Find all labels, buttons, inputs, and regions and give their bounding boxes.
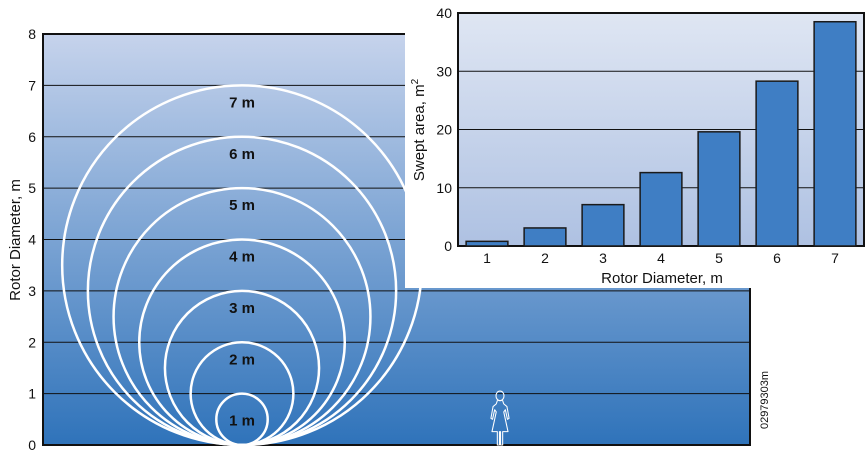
main-y-tick-label: 4: [28, 232, 36, 248]
inset-x-tick-label: 2: [541, 250, 549, 266]
inset-x-tick-label: 1: [483, 250, 491, 266]
bar-6: [755, 80, 799, 247]
bar-4: [639, 171, 683, 247]
inset-y-axis-label-superscript: 2: [410, 78, 421, 84]
inset-y-tick-label: 30: [436, 63, 452, 79]
rotor-circle-labels: 1 m 2 m 3 m 4 m 5 m 6 m 7 m: [229, 94, 255, 429]
main-y-tick-label: 6: [28, 129, 36, 145]
inset-bar-chart: 0 10 20 30 40 1 2 3 4 5 6 7 Rotor Diameter, m Swep…: [405, 5, 867, 288]
inset-x-tick-label: 5: [715, 250, 723, 266]
rotor-circle-label: 4 m: [229, 249, 255, 266]
main-y-tick-label: 0: [28, 437, 36, 450]
bar-2: [523, 227, 567, 247]
rotor-circle-label: 5 m: [229, 197, 255, 214]
inset-x-tick-labels: 1 2 3 4 5 6 7: [483, 250, 839, 266]
bar-7: [813, 20, 857, 247]
bar-5: [697, 131, 741, 247]
inset-y-tick-label: 20: [436, 122, 452, 138]
rotor-circle-label: 7 m: [229, 94, 255, 111]
inset-y-tick-label: 0: [444, 238, 452, 254]
main-y-tick-label: 5: [28, 180, 36, 196]
rotor-circle-label: 3 m: [229, 300, 255, 317]
inset-x-tick-label: 6: [773, 250, 781, 266]
inset-y-axis-label: Swept area, m2: [410, 78, 428, 181]
inset-x-tick-label: 7: [831, 250, 839, 266]
inset-x-tick-label: 4: [657, 250, 665, 266]
rotor-circle-label: 6 m: [229, 146, 255, 163]
main-y-tick-label: 7: [28, 77, 36, 93]
inset-y-axis-label-main: Swept area, m: [411, 84, 428, 181]
main-y-tick-label: 3: [28, 283, 36, 299]
bar-1: [465, 240, 509, 247]
inset-y-tick-label: 10: [436, 180, 452, 196]
main-y-tick-label: 1: [28, 386, 36, 402]
inset-bars: [465, 20, 857, 247]
main-y-tick-label: 2: [28, 334, 36, 350]
main-y-tick-label: 8: [28, 26, 36, 42]
main-y-axis-label: Rotor Diameter, m: [7, 179, 24, 301]
rotor-circle-label: 1 m: [229, 412, 255, 429]
rotor-circle-label: 2 m: [229, 351, 255, 368]
inset-x-tick-label: 3: [599, 250, 607, 266]
inset-y-tick-labels: 0 10 20 30 40: [436, 5, 452, 254]
main-y-tick-labels: 0 1 2 3 4 5 6 7 8: [28, 26, 36, 450]
woman-figure-icon: [490, 390, 510, 446]
inset-x-axis-label: Rotor Diameter, m: [601, 270, 723, 287]
bar-3: [581, 203, 625, 247]
inset-y-tick-label: 40: [436, 5, 452, 21]
figure-code-label: 02979303m: [759, 371, 771, 429]
